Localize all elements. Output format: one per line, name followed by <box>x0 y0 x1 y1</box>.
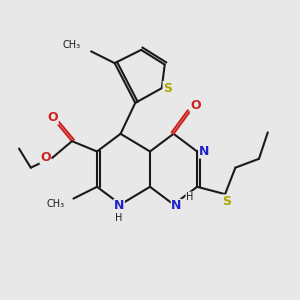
Text: O: O <box>40 151 51 164</box>
Text: CH₃: CH₃ <box>63 40 81 50</box>
Text: N: N <box>171 200 182 212</box>
Text: N: N <box>199 145 210 158</box>
Text: N: N <box>114 200 124 212</box>
Text: CH₃: CH₃ <box>46 200 64 209</box>
Text: H: H <box>186 192 194 202</box>
Text: S: S <box>222 195 231 208</box>
Text: S: S <box>163 82 172 95</box>
Text: O: O <box>190 99 201 112</box>
Text: H: H <box>116 213 123 223</box>
Text: O: O <box>47 111 58 124</box>
